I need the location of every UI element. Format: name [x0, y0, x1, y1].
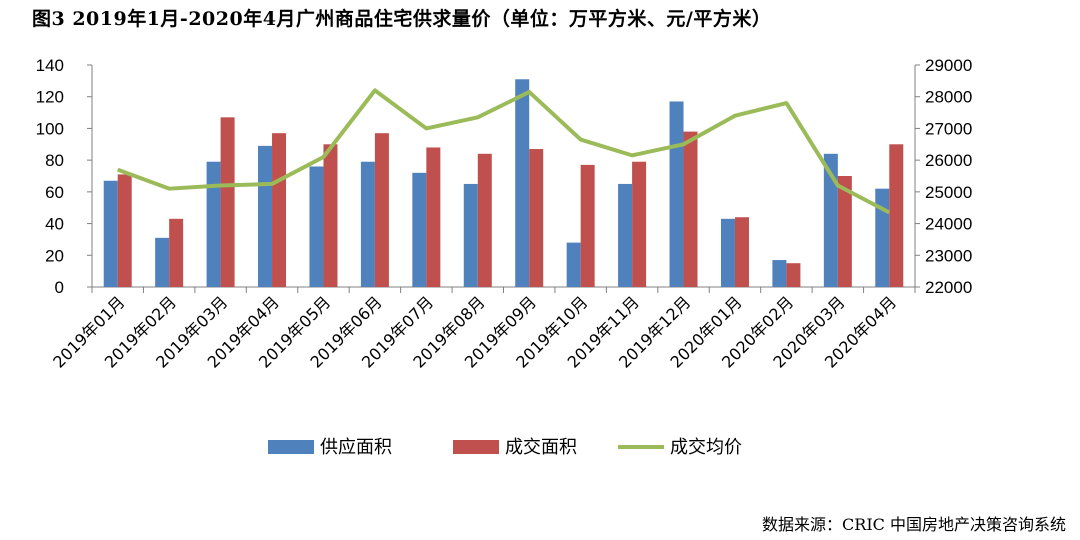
legend-swatch-supply [268, 440, 314, 454]
y-right-tick-label: 29000 [925, 56, 972, 75]
legend-label-avg-price: 成交均价 [670, 437, 742, 458]
bar-supply [566, 242, 581, 287]
line-avg-price [117, 88, 891, 215]
bar-supply [720, 218, 735, 287]
legend-label-sales: 成交面积 [505, 437, 577, 458]
legend-swatch-sales [453, 440, 499, 454]
y-left-tick-label: 20 [45, 246, 64, 265]
bar-sales [580, 164, 595, 287]
bar-supply [823, 153, 838, 287]
bar-supply [618, 183, 633, 287]
bar-sales [632, 161, 647, 287]
bar-supply [309, 166, 324, 287]
y-right-tick-label: 26000 [925, 151, 972, 170]
bar-sales [169, 218, 184, 287]
y-left-tick-label: 0 [55, 278, 64, 297]
source-note: 数据来源：CRIC 中国房地产决策咨询系统 [762, 515, 1066, 534]
bar-sales [786, 263, 801, 287]
bar-sales [683, 131, 698, 287]
bar-supply [206, 161, 221, 287]
bar-sales [117, 174, 132, 287]
bar-sales [220, 117, 235, 287]
bar-sales [426, 147, 441, 287]
y-right-tick-label: 23000 [925, 246, 972, 265]
y-right-tick-label: 22000 [925, 278, 972, 297]
y-right-tick-label: 24000 [925, 215, 972, 234]
y-left-tick-label: 40 [45, 215, 64, 234]
y-right-tick-label: 28000 [925, 88, 972, 107]
y-right-tick-label: 25000 [925, 183, 972, 202]
legend-label-supply: 供应面积 [320, 437, 392, 458]
bar-supply [360, 161, 375, 287]
bar-sales [477, 153, 492, 287]
bar-sales [374, 133, 389, 287]
bar-sales [272, 133, 287, 287]
bar-supply [669, 101, 684, 287]
bar-sales [529, 149, 544, 287]
bar-supply [103, 180, 118, 287]
bar-supply [515, 79, 530, 288]
bar-supply [258, 145, 273, 287]
bar-supply [772, 260, 787, 287]
y-left-tick-label: 60 [45, 183, 64, 202]
bar-supply [155, 237, 170, 287]
bar-supply [412, 172, 427, 287]
bar-sales [889, 144, 904, 287]
y-right-tick-label: 27000 [925, 119, 972, 138]
bar-supply [463, 183, 478, 287]
bar-supply [875, 188, 890, 287]
y-left-tick-label: 140 [36, 56, 64, 75]
y-left-tick-label: 80 [45, 151, 64, 170]
y-left-tick-label: 100 [36, 119, 64, 138]
y-left-tick-label: 120 [36, 88, 64, 107]
bar-sales [323, 144, 338, 287]
chart-title: 图3 2019年1月-2020年4月广州商品住宅供求量价（单位：万平方米、元/平… [32, 8, 772, 30]
bar-sales [837, 176, 852, 287]
bar-sales [734, 217, 749, 287]
